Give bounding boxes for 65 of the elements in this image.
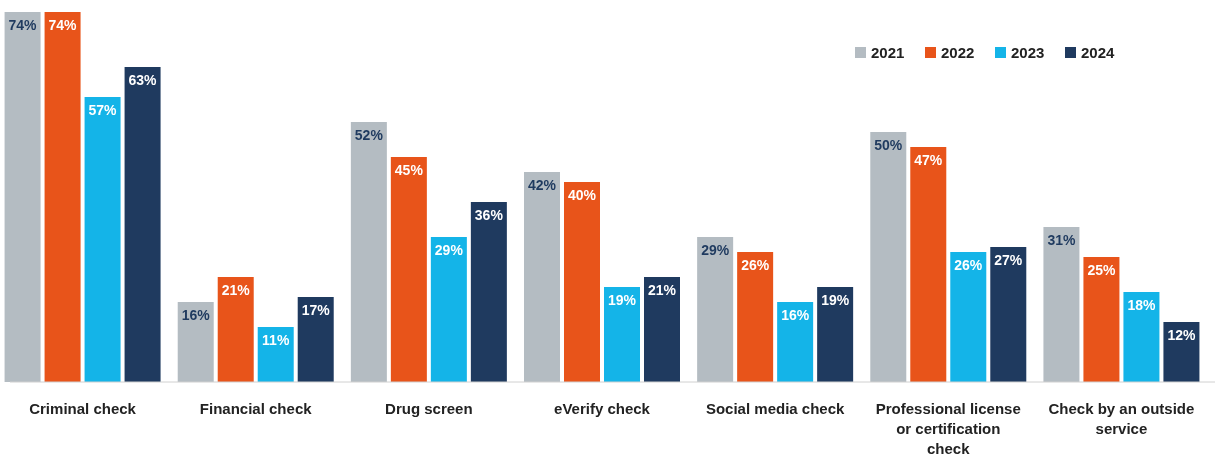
bar — [817, 287, 854, 382]
bar — [1123, 292, 1160, 382]
data-label: 74% — [8, 17, 38, 33]
bar — [84, 97, 121, 382]
legend-label: 2024 — [1081, 44, 1116, 61]
legend-label: 2022 — [941, 44, 975, 61]
data-label: 26% — [954, 257, 983, 273]
data-label: 27% — [994, 252, 1023, 268]
bar — [910, 147, 947, 382]
bar — [564, 182, 600, 382]
bar — [217, 277, 254, 382]
bar — [1083, 257, 1120, 382]
data-label: 29% — [434, 242, 464, 258]
bar — [524, 172, 560, 382]
bar — [390, 157, 427, 382]
x-tick-label: eVerify check — [554, 400, 651, 417]
bar — [4, 12, 41, 382]
data-label: 25% — [1087, 262, 1116, 278]
data-label: 16% — [781, 307, 810, 323]
x-tick-label: Financial check — [199, 400, 313, 417]
legend-label: 2021 — [871, 44, 905, 61]
x-tick-label: Criminal check — [29, 400, 137, 417]
data-label: 57% — [88, 102, 118, 118]
x-tick-label: Check by an outside service — [1048, 400, 1195, 437]
data-label: 50% — [874, 137, 903, 153]
x-tick-label: Social media check — [705, 400, 845, 417]
bar — [430, 237, 467, 382]
bar — [124, 67, 161, 382]
data-label: 21% — [647, 282, 677, 298]
data-label: 12% — [1167, 327, 1196, 343]
data-label: 29% — [701, 242, 730, 258]
data-label: 26% — [741, 257, 770, 273]
data-label: 52% — [354, 127, 384, 143]
data-label: 74% — [48, 17, 78, 33]
data-label: 19% — [821, 292, 850, 308]
bar — [777, 302, 814, 382]
bar — [177, 302, 214, 382]
bar — [44, 12, 81, 382]
data-label: 21% — [221, 282, 251, 298]
bar — [1043, 227, 1080, 382]
bar — [350, 122, 387, 382]
bar — [697, 237, 734, 382]
data-label: 19% — [607, 292, 637, 308]
data-label: 18% — [1127, 297, 1156, 313]
bar — [737, 252, 774, 382]
bar — [990, 247, 1027, 382]
data-label: 45% — [394, 162, 424, 178]
data-label: 17% — [301, 302, 331, 318]
bar — [644, 277, 680, 382]
data-label: 47% — [914, 152, 943, 168]
data-label: 42% — [527, 177, 557, 193]
bar — [950, 252, 987, 382]
data-label: 31% — [1047, 232, 1076, 248]
data-label: 16% — [181, 307, 211, 323]
data-label: 11% — [262, 332, 290, 348]
bar — [870, 132, 907, 382]
legend-label: 2023 — [1011, 44, 1045, 61]
data-label: 40% — [567, 187, 597, 203]
data-label: 36% — [474, 207, 504, 223]
x-tick-label: Professional license or certification check — [875, 400, 1021, 457]
bar — [604, 287, 640, 382]
bar — [470, 202, 507, 382]
bar — [297, 297, 334, 382]
data-label: 63% — [128, 72, 158, 88]
x-tick-label: Drug screen — [385, 400, 473, 417]
